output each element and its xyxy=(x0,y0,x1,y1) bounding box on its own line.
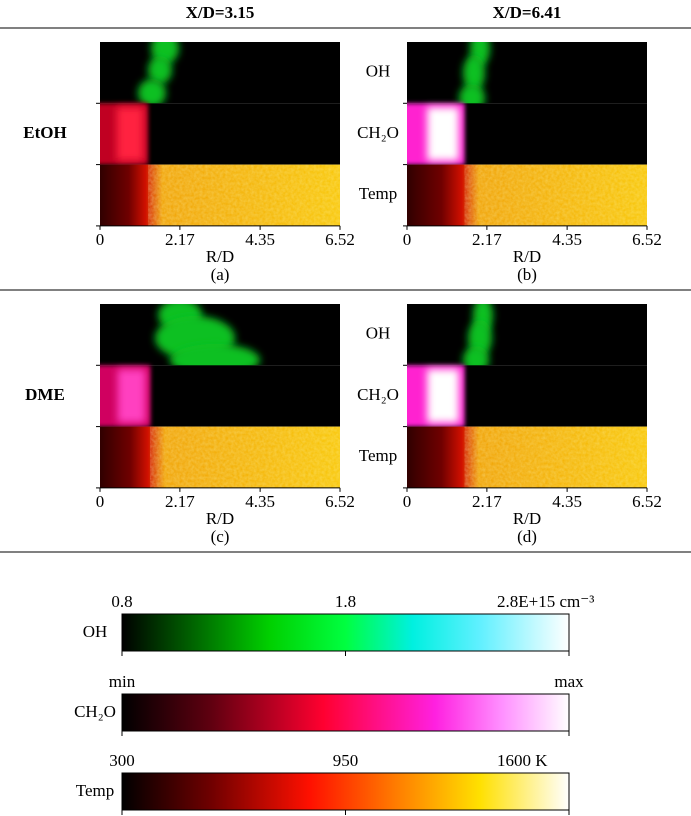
field-label: Temp xyxy=(359,184,397,203)
oh-strip xyxy=(407,42,647,104)
row-label: DME xyxy=(25,385,65,404)
x-tick-label: 4.35 xyxy=(552,230,582,249)
field-label: OH xyxy=(366,324,391,343)
colorbar-label: max xyxy=(554,672,584,691)
axis-label: R/D xyxy=(206,509,234,528)
colorbar-label: 1.8 xyxy=(335,592,356,611)
panel-image xyxy=(407,42,647,226)
oh-blob xyxy=(463,55,485,91)
x-tick-label: 2.17 xyxy=(472,492,502,511)
colorbar-label: min xyxy=(109,672,136,691)
panel-label: (b) xyxy=(517,265,537,284)
x-tick-label: 2.17 xyxy=(165,230,195,249)
colorbar xyxy=(121,693,570,732)
temp-noise xyxy=(464,164,647,226)
x-tick-label: 4.35 xyxy=(245,230,275,249)
panel-image xyxy=(100,304,340,488)
column-header: X/D=6.41 xyxy=(493,3,562,22)
temp-noise xyxy=(464,426,647,488)
field-label: Temp xyxy=(359,446,397,465)
x-tick-label: 4.35 xyxy=(245,492,275,511)
axis-label: R/D xyxy=(206,247,234,266)
x-tick-label: 0 xyxy=(96,492,105,511)
x-tick-label: 4.35 xyxy=(552,492,582,511)
x-tick-label: 6.52 xyxy=(632,230,662,249)
x-tick-label: 0 xyxy=(403,492,412,511)
axis-label: R/D xyxy=(513,247,541,266)
field-label: CH₂O xyxy=(357,385,399,404)
colorbar-label: 1600 K xyxy=(497,751,548,770)
ch2o-core xyxy=(427,107,459,161)
oh-blob xyxy=(138,79,166,107)
colorbar-label: 300 xyxy=(109,751,135,770)
colorbar-name: CH₂O xyxy=(74,702,116,721)
ch2o-core xyxy=(427,369,459,423)
x-tick-label: 6.52 xyxy=(632,492,662,511)
column-header: X/D=3.15 xyxy=(186,3,255,22)
panel-label: (d) xyxy=(517,527,537,546)
colorbar-label: 0.8 xyxy=(111,592,132,611)
oh-strip xyxy=(100,42,340,104)
colorbar-label: 2.8E+15 cm⁻³ xyxy=(497,592,594,611)
colorbar-label: 950 xyxy=(333,751,359,770)
row-label: EtOH xyxy=(23,123,66,142)
field-label: OH xyxy=(366,62,391,81)
colorbar-name: Temp xyxy=(76,781,114,800)
oh-blob xyxy=(148,56,172,84)
x-tick-label: 6.52 xyxy=(325,492,355,511)
ch2o-core xyxy=(117,369,146,423)
oh-strip xyxy=(407,304,647,366)
colorbar xyxy=(121,613,570,652)
field-label: CH₂O xyxy=(357,123,399,142)
x-tick-label: 0 xyxy=(403,230,412,249)
panel-image xyxy=(100,42,340,226)
ch2o-core xyxy=(116,107,144,161)
colorbar-name: OH xyxy=(83,622,108,641)
x-tick-label: 0 xyxy=(96,230,105,249)
x-tick-label: 2.17 xyxy=(165,492,195,511)
panel-label: (c) xyxy=(211,527,230,546)
colorbar xyxy=(121,772,570,811)
temp-noise xyxy=(148,164,340,226)
axis-label: R/D xyxy=(513,509,541,528)
panel-image xyxy=(407,304,647,488)
x-tick-label: 6.52 xyxy=(325,230,355,249)
temp-noise xyxy=(150,426,340,488)
panel-label: (a) xyxy=(211,265,230,284)
x-tick-label: 2.17 xyxy=(472,230,502,249)
